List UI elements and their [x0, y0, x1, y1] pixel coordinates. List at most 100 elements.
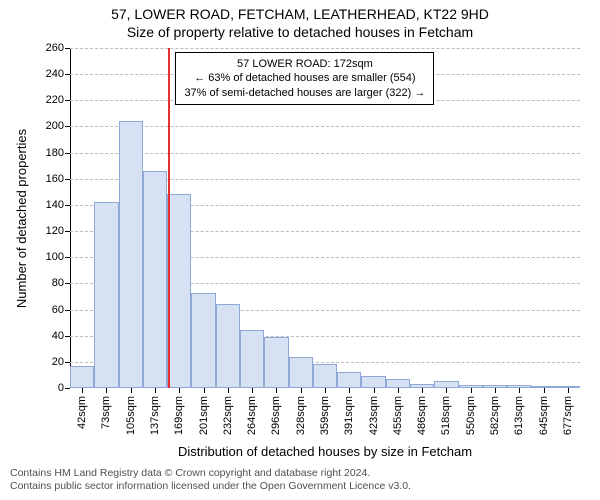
x-tick-label: 232sqm: [222, 396, 234, 435]
y-axis-title-text: Number of detached properties: [15, 128, 30, 307]
x-tick-mark: [204, 388, 205, 393]
histogram-bar: [143, 171, 167, 388]
y-tick-label: 80: [52, 277, 64, 289]
y-tick-mark: [65, 231, 70, 232]
x-tick-label: 550sqm: [465, 396, 477, 435]
y-tick-mark: [65, 48, 70, 49]
y-tick-label: 20: [52, 356, 64, 368]
x-tick-mark: [422, 388, 423, 393]
y-tick-mark: [65, 257, 70, 258]
y-tick-label: 160: [46, 173, 64, 185]
histogram-bar: [191, 293, 215, 388]
x-tick-label: 137sqm: [149, 396, 161, 435]
annotation-line1: 57 LOWER ROAD: 172sqm: [184, 57, 425, 71]
x-tick-label: 359sqm: [319, 396, 331, 435]
x-tick-label: 486sqm: [416, 396, 428, 435]
x-tick-mark: [446, 388, 447, 393]
x-tick-label: 201sqm: [198, 396, 210, 435]
x-tick-label: 169sqm: [173, 396, 185, 435]
x-tick-mark: [252, 388, 253, 393]
x-tick-label: 582sqm: [489, 396, 501, 435]
y-tick-mark: [65, 205, 70, 206]
histogram-bar: [119, 121, 143, 388]
x-tick-mark: [349, 388, 350, 393]
y-tick-label: 60: [52, 304, 64, 316]
y-tick-mark: [65, 388, 70, 389]
x-tick-label: 455sqm: [392, 396, 404, 435]
y-tick-mark: [65, 283, 70, 284]
x-tick-mark: [276, 388, 277, 393]
y-tick-mark: [65, 74, 70, 75]
histogram-bar: [70, 366, 94, 388]
chart-title-line1: 57, LOWER ROAD, FETCHAM, LEATHERHEAD, KT…: [0, 6, 600, 22]
y-tick-mark: [65, 336, 70, 337]
x-tick-mark: [568, 388, 569, 393]
property-marker-line: [168, 48, 170, 388]
x-tick-mark: [519, 388, 520, 393]
x-tick-mark: [325, 388, 326, 393]
histogram-bar: [94, 202, 118, 388]
histogram-bar: [240, 330, 264, 388]
histogram-bar: [264, 337, 288, 388]
footer-line1: Contains HM Land Registry data © Crown c…: [10, 467, 411, 481]
x-axis-title: Distribution of detached houses by size …: [70, 444, 580, 459]
x-tick-mark: [131, 388, 132, 393]
annotation-line2: ← 63% of detached houses are smaller (55…: [184, 71, 425, 85]
gridline: [70, 48, 580, 50]
histogram-bar: [386, 379, 410, 388]
x-tick-mark: [82, 388, 83, 393]
y-tick-mark: [65, 362, 70, 363]
x-tick-mark: [179, 388, 180, 393]
x-tick-label: 42sqm: [76, 396, 88, 429]
y-tick-mark: [65, 100, 70, 101]
x-tick-mark: [301, 388, 302, 393]
y-tick-mark: [65, 126, 70, 127]
x-tick-label: 105sqm: [125, 396, 137, 435]
y-tick-mark: [65, 179, 70, 180]
annotation-box: 57 LOWER ROAD: 172sqm← 63% of detached h…: [175, 52, 434, 105]
histogram-bar: [216, 304, 240, 388]
x-tick-mark: [471, 388, 472, 393]
x-tick-label: 518sqm: [440, 396, 452, 435]
y-tick-label: 200: [46, 120, 64, 132]
histogram-bar: [361, 376, 385, 388]
chart-subtitle: Size of property relative to detached ho…: [0, 24, 600, 40]
x-tick-label: 264sqm: [246, 396, 258, 435]
x-tick-label: 613sqm: [513, 396, 525, 435]
x-tick-label: 328sqm: [295, 396, 307, 435]
x-tick-label: 296sqm: [270, 396, 282, 435]
y-tick-label: 260: [46, 42, 64, 54]
histogram-bar: [313, 364, 337, 388]
x-tick-label: 645sqm: [538, 396, 550, 435]
chart-container: { "title_line1": "57, LOWER ROAD, FETCHA…: [0, 0, 600, 500]
y-tick-label: 0: [58, 382, 64, 394]
x-tick-label: 677sqm: [562, 396, 574, 435]
gridline: [70, 153, 580, 155]
x-tick-label: 423sqm: [368, 396, 380, 435]
x-tick-mark: [106, 388, 107, 393]
y-tick-label: 140: [46, 199, 64, 211]
histogram-bar: [167, 194, 191, 388]
y-tick-mark: [65, 153, 70, 154]
x-tick-mark: [155, 388, 156, 393]
x-tick-label: 73sqm: [100, 396, 112, 429]
x-tick-mark: [495, 388, 496, 393]
y-axis-title: Number of detached properties: [14, 48, 30, 388]
footer-line2: Contains public sector information licen…: [10, 480, 411, 494]
y-tick-label: 220: [46, 94, 64, 106]
y-tick-mark: [65, 310, 70, 311]
histogram-bar: [289, 357, 313, 388]
x-tick-mark: [398, 388, 399, 393]
y-tick-label: 40: [52, 330, 64, 342]
footer-attribution: Contains HM Land Registry data © Crown c…: [10, 467, 411, 494]
y-tick-label: 180: [46, 147, 64, 159]
x-tick-mark: [228, 388, 229, 393]
y-tick-label: 240: [46, 68, 64, 80]
annotation-line3: 37% of semi-detached houses are larger (…: [184, 86, 425, 100]
plot-area: 02040608010012014016018020022024026042sq…: [70, 48, 580, 388]
x-tick-mark: [544, 388, 545, 393]
x-tick-mark: [374, 388, 375, 393]
histogram-bar: [337, 372, 361, 388]
y-tick-label: 100: [46, 251, 64, 263]
gridline: [70, 126, 580, 128]
